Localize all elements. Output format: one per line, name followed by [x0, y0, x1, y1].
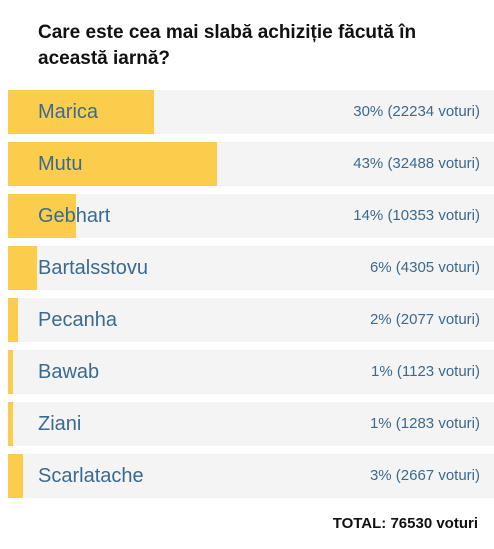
poll-option-label: Bawab	[38, 361, 100, 383]
poll-option-scarlatache[interactable]: Scarlatache 3% (2667 voturi)	[8, 454, 494, 498]
poll-option-bar	[8, 246, 38, 290]
poll-options: Marica 30% (22234 voturi) Mutu 43% (3248…	[8, 90, 494, 506]
poll-option-result: 14% (10353 voturi)	[353, 207, 480, 224]
poll-option-pecanha[interactable]: Pecanha 2% (2077 voturi)	[8, 298, 494, 342]
poll-option-result: 1% (1123 voturi)	[371, 363, 480, 380]
poll-option-result: 30% (22234 voturi)	[353, 103, 480, 120]
poll-option-bar	[8, 350, 13, 394]
poll-option-mutu[interactable]: Mutu 43% (32488 voturi)	[8, 142, 494, 186]
poll-total: TOTAL: 76530 voturi	[332, 515, 478, 532]
poll-option-bar	[8, 90, 154, 134]
poll-option-label: Marica	[38, 101, 99, 123]
poll-option-label: Scarlatache	[38, 465, 144, 487]
poll-option-marica[interactable]: Marica 30% (22234 voturi)	[8, 90, 494, 134]
poll-option-result: 3% (2667 voturi)	[369, 467, 480, 484]
poll-option-result: 1% (1283 voturi)	[369, 415, 480, 432]
poll-option-bar	[8, 454, 23, 498]
poll-option-result: 6% (4305 voturi)	[369, 259, 480, 276]
poll-question: Care este cea mai slabă achiziție făcută…	[38, 22, 417, 69]
poll-option-label: Gebhart	[38, 205, 111, 227]
poll-option-bar	[8, 402, 13, 446]
poll-option-bawab[interactable]: Bawab 1% (1123 voturi)	[8, 350, 494, 394]
poll-option-label: Ziani	[38, 413, 82, 435]
poll-option-label: Pecanha	[38, 309, 117, 331]
poll-option-gebhart[interactable]: Gebhart 14% (10353 voturi)	[8, 194, 494, 238]
poll-option-bar	[8, 298, 18, 342]
poll-option-label: Bartalsstovu	[38, 257, 149, 279]
poll-option-bar	[8, 142, 217, 186]
poll-option-result: 2% (2077 voturi)	[369, 311, 480, 328]
poll-option-bar	[8, 194, 77, 238]
poll-option-ziani[interactable]: Ziani 1% (1283 voturi)	[8, 402, 494, 446]
poll-option-bartalsstovu[interactable]: Bartalsstovu 6% (4305 voturi)	[8, 246, 494, 290]
poll-option-result: 43% (32488 voturi)	[353, 155, 480, 172]
poll-option-label: Mutu	[38, 153, 83, 175]
